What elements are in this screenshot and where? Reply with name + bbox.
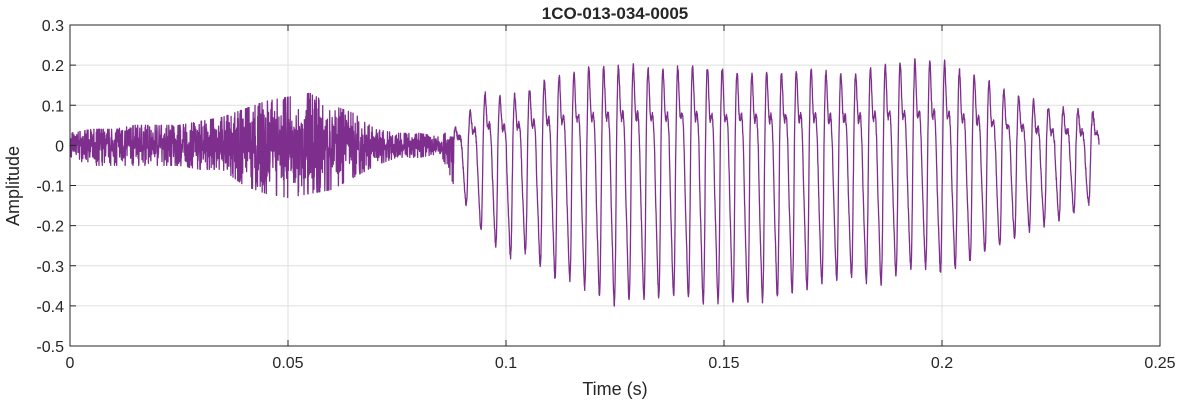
y-tick-label: -0.3 (36, 259, 64, 276)
y-tick-label: 0 (55, 138, 64, 155)
y-tick-label: 0.2 (42, 58, 64, 75)
x-tick-label: 0.1 (495, 355, 517, 372)
y-tick-label: 0.1 (42, 98, 64, 115)
x-tick-label: 0 (66, 355, 75, 372)
y-axis-label: Amplitude (3, 146, 23, 226)
chart-title: 1CO-013-034-0005 (542, 4, 688, 23)
x-tick-label: 0.25 (1144, 355, 1175, 372)
y-tick-label: -0.2 (36, 219, 64, 236)
y-tick-label: -0.4 (36, 299, 64, 316)
waveform-line (69, 58, 1100, 307)
y-tick-label: 0.3 (42, 18, 64, 35)
y-tick-label: -0.1 (36, 179, 64, 196)
ticks: 0 0.05 0.1 0.15 0.2 0.25 0.3 0.2 0.1 0 -0.1 -0.2 -0.… (36, 18, 1175, 372)
y-tick-label: -0.5 (36, 339, 64, 356)
x-tick-label: 0.2 (931, 355, 953, 372)
x-axis-label: Time (s) (582, 379, 647, 399)
x-tick-label: 0.05 (272, 355, 303, 372)
x-tick-label: 0.15 (708, 355, 739, 372)
